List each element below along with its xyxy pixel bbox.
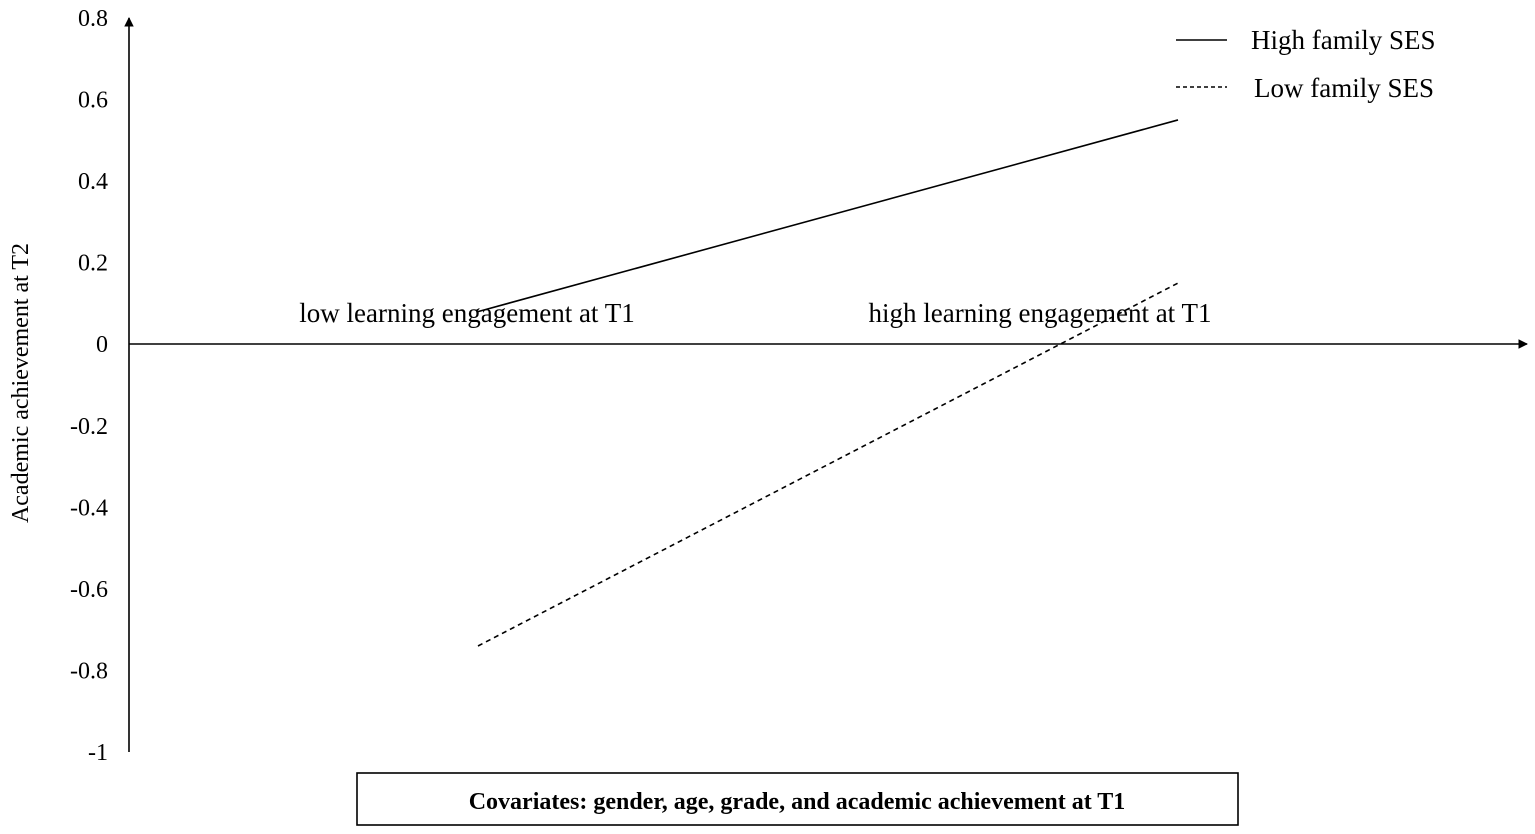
y-tick-label: 0 [96, 332, 108, 358]
y-tick-label: -0.2 [70, 414, 108, 440]
legend-label-low-ses: Low family SES [1254, 73, 1434, 103]
y-tick-label: 0.4 [78, 169, 108, 195]
legend-label-high-ses: High family SES [1251, 25, 1436, 55]
category-label-low: low learning engagement at T1 [299, 298, 634, 328]
y-tick-label: 0.8 [78, 6, 108, 32]
y-tick-label: -0.6 [70, 577, 108, 603]
y-axis-label: Academic achievement at T2 [8, 243, 34, 523]
y-tick-label: -0.4 [70, 495, 108, 521]
y-tick-label: 0.6 [78, 88, 108, 114]
covariates-box [356, 772, 1239, 826]
y-tick-label: -0.8 [70, 658, 108, 684]
legend: High family SES Low family SES [1176, 25, 1436, 103]
covariates-note: Covariates: gender, age, grade, and acad… [469, 789, 1126, 815]
category-label-high: high learning engagement at T1 [869, 298, 1212, 328]
y-tick-label: 0.2 [78, 251, 108, 277]
series-line-high-ses [477, 119, 1179, 313]
series-lines [477, 119, 1179, 647]
y-tick-labels: 0.8 0.6 0.4 0.2 0 -0.2 -0.4 -0.6 -0.8 -1 [70, 6, 108, 766]
y-tick-label: -1 [88, 740, 108, 766]
series-line-low-ses [477, 282, 1179, 647]
